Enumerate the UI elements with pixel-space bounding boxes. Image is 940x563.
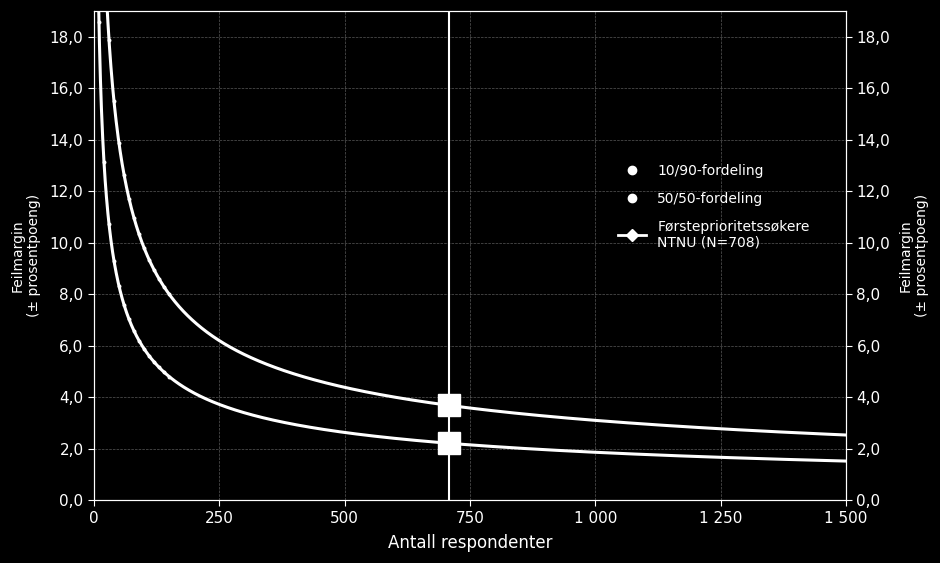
- Point: [147, 358, 162, 367]
- Point: [142, 351, 157, 360]
- Point: [117, 300, 132, 309]
- Point: [106, 256, 121, 265]
- Point: [136, 243, 151, 252]
- Point: [121, 315, 136, 324]
- Point: [106, 97, 121, 106]
- Point: [162, 290, 177, 299]
- Point: [132, 336, 147, 345]
- Point: [97, 157, 112, 166]
- Y-axis label: Feilmargin
(± prosentpoeng): Feilmargin (± prosentpoeng): [11, 194, 41, 317]
- Y-axis label: Feilmargin
(± prosentpoeng): Feilmargin (± prosentpoeng): [899, 194, 929, 317]
- Point: [157, 368, 172, 377]
- Point: [127, 327, 142, 336]
- Point: [151, 274, 166, 283]
- Point: [136, 345, 151, 354]
- Point: [151, 363, 166, 372]
- Point: [117, 170, 132, 179]
- Point: [91, 17, 106, 26]
- X-axis label: Antall respondenter: Antall respondenter: [387, 534, 553, 552]
- Point: [132, 230, 147, 239]
- Point: [102, 35, 117, 44]
- Point: [147, 265, 162, 274]
- Point: [162, 372, 177, 381]
- Point: [127, 213, 142, 222]
- Point: [157, 283, 172, 292]
- Point: [112, 282, 127, 291]
- Point: [121, 194, 136, 203]
- Point: [142, 255, 157, 264]
- Point: [112, 139, 127, 148]
- Point: [102, 220, 117, 229]
- Legend: 10/90-fordeling, 50/50-fordeling, Førsteprioritetssøkere
NTNU (N=708): 10/90-fordeling, 50/50-fordeling, Første…: [611, 157, 817, 257]
